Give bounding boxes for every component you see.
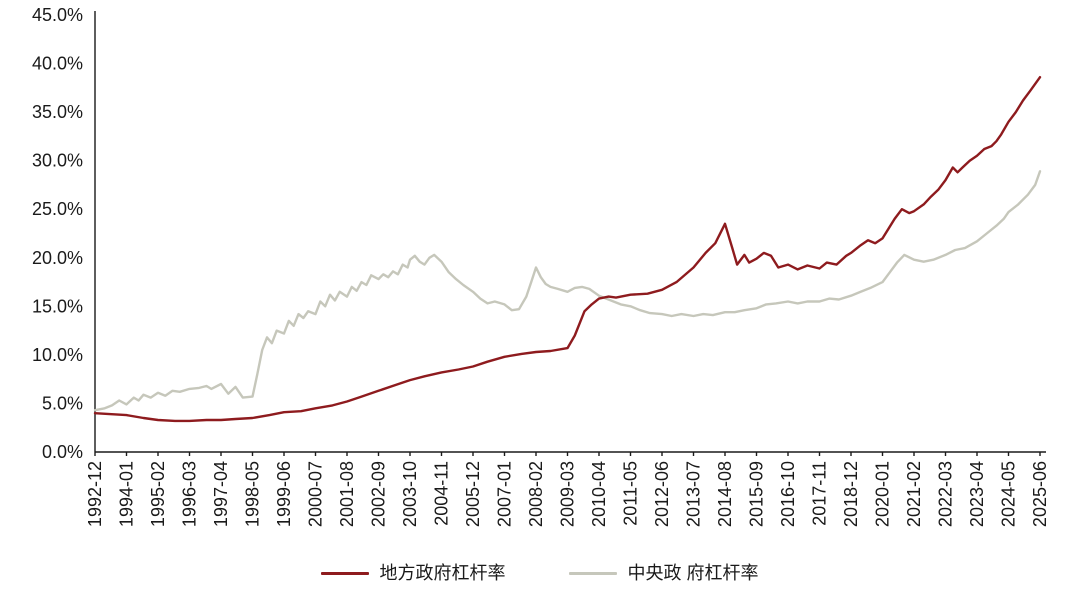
leverage-ratio-line-chart: 0.0% 5.0% 10.0% 15.0% 20.0% 25.0% 30.0% 35.0% 40…	[32, 5, 1050, 527]
y-tick-label: 5.0%	[42, 393, 83, 413]
legend-label-central: 中央政 府杠杆率	[627, 563, 759, 583]
x-tick-label: 2009-03	[558, 461, 578, 527]
x-tick-label: 2003-10	[400, 461, 420, 527]
y-tick-label: 25.0%	[32, 199, 83, 219]
legend-item-central-government: 中央政 府杠杆率	[569, 563, 759, 583]
legend-item-local-government: 地方政府杠杆率	[321, 564, 505, 582]
x-tick-label: 2015-09	[747, 461, 767, 527]
legend-line-swatch-local	[321, 571, 370, 575]
x-tick-label: 2004-11	[432, 461, 452, 526]
x-tick-label: 2014-08	[715, 461, 735, 527]
x-tick-label: 1999-06	[274, 461, 294, 527]
x-tick-label: 1992-12	[85, 461, 105, 527]
x-tick-label: 2011-05	[621, 461, 641, 526]
x-tick-label: 2016-10	[778, 461, 798, 527]
x-tick-label: 2005-12	[463, 461, 483, 527]
x-tick-label: 2013-07	[684, 461, 704, 527]
legend-label-local: 地方政府杠杆率	[379, 563, 506, 583]
y-tick-label: 15.0%	[32, 296, 83, 316]
x-tick-label: 2024-05	[999, 461, 1019, 527]
x-tick-label: 2023-04	[967, 461, 987, 527]
y-tick-label: 30.0%	[32, 151, 83, 171]
x-tick-label: 2010-04	[589, 461, 609, 527]
x-tick-label: 2022-03	[936, 461, 956, 527]
x-tick-label: 2000-07	[306, 461, 326, 527]
series-line-local-government	[93, 75, 1042, 423]
x-tick-label: 2018-12	[841, 461, 861, 527]
x-tick-label: 2001-08	[337, 461, 357, 527]
x-tick-label: 1994-01	[117, 461, 137, 527]
series-line-central-government	[93, 170, 1042, 412]
y-tick-label: 35.0%	[32, 102, 83, 122]
x-tick-label: 1996-03	[180, 461, 200, 527]
y-tick-label: 10.0%	[32, 345, 83, 365]
x-tick-label: 1998-05	[243, 461, 263, 527]
y-tick-label: 0.0%	[42, 442, 83, 462]
y-tick-label: 40.0%	[32, 54, 83, 74]
x-tick-label: 2025-06	[1030, 461, 1050, 527]
x-tick-label: 2020-01	[873, 461, 893, 527]
x-tick-label: 2017-11	[810, 461, 830, 526]
x-tick-label: 2012-06	[652, 461, 672, 527]
x-tick-label: 1997-04	[211, 461, 231, 527]
y-tick-label: 45.0%	[32, 5, 83, 25]
legend-line-swatch-central	[569, 571, 618, 575]
y-tick-label: 20.0%	[32, 248, 83, 268]
x-tick-label: 2021-02	[904, 461, 924, 527]
x-tick-label: 2007-01	[495, 461, 515, 527]
chart-legend: 地方政府杠杆率 中央政 府杠杆率	[0, 564, 1080, 582]
x-tick-label: 2002-09	[369, 461, 389, 527]
x-tick-label: 1995-02	[148, 461, 168, 527]
x-tick-label: 2008-02	[526, 461, 546, 527]
